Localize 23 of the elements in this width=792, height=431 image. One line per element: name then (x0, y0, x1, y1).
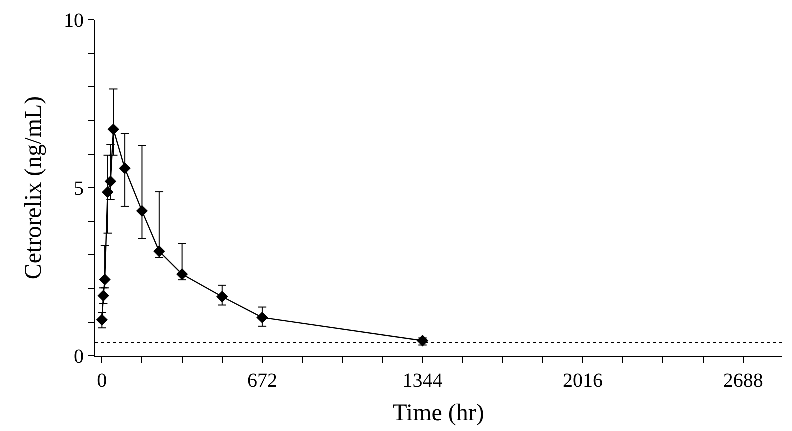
point (176, 268, 188, 280)
x-tick-label: 0 (97, 370, 108, 392)
point (96, 314, 108, 326)
point (154, 246, 166, 258)
y-axis-title: Cetrorelix (ng/mL) (21, 96, 48, 280)
point (136, 205, 148, 218)
point (256, 312, 268, 324)
y-tick-label: 5 (74, 178, 84, 200)
y-tick-label: 10 (64, 10, 84, 32)
point (104, 176, 117, 188)
point (108, 124, 120, 136)
point (216, 291, 228, 303)
x-axis-title: Time (hr) (392, 400, 484, 426)
x-tick-label: 2688 (723, 370, 764, 392)
x-tick-label: 1344 (402, 370, 443, 392)
x-tick-label: 2016 (563, 370, 604, 392)
y-tick-label: 0 (74, 346, 84, 368)
point (99, 274, 111, 286)
point (102, 186, 114, 198)
x-tick-label: 672 (247, 370, 278, 392)
point (119, 162, 131, 174)
point (416, 335, 429, 347)
point (98, 290, 110, 302)
